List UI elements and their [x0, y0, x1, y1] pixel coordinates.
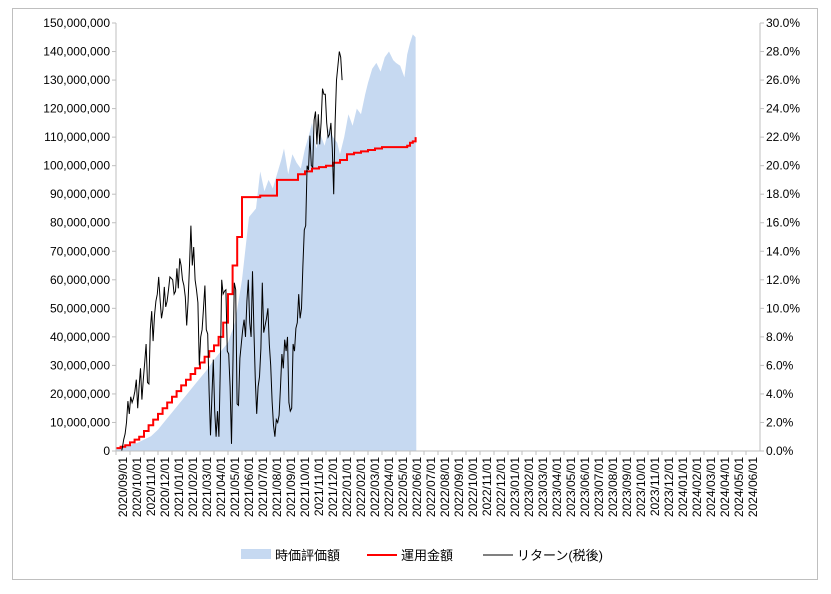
x-tick-label: 2023/06/01 [578, 457, 592, 517]
x-tick-label: 2021/04/01 [214, 457, 228, 517]
y-tick-label: 100,000,000 [43, 159, 110, 173]
x-tick-label: 2024/04/01 [718, 457, 732, 517]
y-tick-label: 140,000,000 [43, 45, 110, 59]
x-tick-label: 2024/05/01 [732, 457, 746, 517]
x-tick-label: 2023/04/01 [550, 457, 564, 517]
y-axis-ticks: 0 10,000,000 20,000,000 30,000,000 40,000,00… [43, 16, 116, 458]
y-tick-label: 10,000,000 [50, 415, 110, 429]
step-series-invested-amount [116, 137, 417, 450]
x-tick-label: 2023/08/01 [606, 457, 620, 517]
y2-tick-label: 30.0% [766, 16, 800, 30]
legend-label: リターン(税後) [517, 548, 603, 563]
y-tick-label: 60,000,000 [50, 273, 110, 287]
y2-tick-label: 16.0% [766, 216, 800, 230]
x-tick-label: 2023/01/01 [508, 457, 522, 517]
y-tick-label: 0 [103, 444, 110, 458]
x-tick-label: 2022/03/01 [368, 457, 382, 517]
x-tick-label: 2023/12/01 [662, 457, 676, 517]
x-tick-label: 2020/09/01 [116, 457, 130, 517]
x-tick-label: 2024/03/01 [704, 457, 718, 517]
area-layer [116, 34, 417, 452]
legend-label: 運用金額 [401, 548, 453, 563]
x-tick-label: 2020/11/01 [144, 457, 158, 516]
x-tick-label: 2023/05/01 [564, 457, 578, 517]
x-tick-label: 2022/01/01 [340, 457, 354, 517]
x-tick-label: 2023/11/01 [648, 457, 662, 516]
x-tick-label: 2021/09/01 [284, 457, 298, 517]
y-tick-label: 40,000,000 [50, 330, 110, 344]
x-tick-label: 2022/07/01 [424, 457, 438, 517]
y-tick-label: 30,000,000 [50, 358, 110, 372]
line-series-return [121, 51, 343, 451]
y2-tick-label: 26.0% [766, 73, 800, 87]
y-tick-label: 80,000,000 [50, 216, 110, 230]
x-tick-label: 2021/01/01 [172, 457, 186, 517]
x-tick-label: 2022/12/01 [494, 457, 508, 517]
x-tick-label: 2022/09/01 [452, 457, 466, 517]
x-tick-label: 2022/08/01 [438, 457, 452, 517]
x-tick-label: 2020/12/01 [158, 457, 172, 517]
chart-svg: 0 10,000,000 20,000,000 30,000,000 40,000,00… [43, 16, 800, 563]
x-tick-label: 2022/02/01 [354, 457, 368, 517]
y2-tick-label: 0.0% [766, 444, 794, 458]
x-tick-label: 2022/11/01 [480, 457, 494, 516]
y2-tick-label: 8.0% [766, 330, 794, 344]
x-tick-label: 2023/03/01 [536, 457, 550, 517]
x-tick-label: 2023/07/01 [592, 457, 606, 517]
y-tick-label: 120,000,000 [43, 102, 110, 116]
x-axis-ticks: 2020/09/01 2020/10/01 2020/11/01 2020/12/01… [115, 451, 760, 517]
y2-tick-label: 20.0% [766, 159, 800, 173]
x-tick-label: 2020/10/01 [130, 457, 144, 517]
x-tick-label: 2022/04/01 [382, 457, 396, 517]
x-tick-label: 2023/10/01 [634, 457, 648, 517]
x-tick-label: 2022/06/01 [410, 457, 424, 517]
x-tick-label: 2024/06/01 [746, 457, 760, 517]
y-tick-label: 50,000,000 [50, 301, 110, 315]
y2-tick-label: 18.0% [766, 187, 800, 201]
y2-tick-label: 2.0% [766, 415, 794, 429]
chart-frame: 0 10,000,000 20,000,000 30,000,000 40,000,00… [12, 8, 818, 580]
legend-swatch-market-value [241, 549, 271, 559]
x-tick-label: 2024/01/01 [676, 457, 690, 517]
x-tick-label: 2021/10/01 [298, 457, 312, 517]
y2-tick-label: 22.0% [766, 130, 800, 144]
area-series-market-value [116, 34, 417, 452]
x-tick-label: 2024/02/01 [690, 457, 704, 517]
x-tick-label: 2021/11/01 [312, 457, 326, 516]
y-tick-label: 150,000,000 [43, 16, 110, 30]
y-tick-label: 130,000,000 [43, 73, 110, 87]
y-tick-label: 110,000,000 [44, 130, 110, 144]
x-tick-label: 2022/05/01 [396, 457, 410, 517]
y2-tick-label: 10.0% [766, 301, 800, 315]
y2-tick-label: 24.0% [766, 102, 800, 116]
x-tick-label: 2021/03/01 [200, 457, 214, 517]
y2-tick-label: 6.0% [766, 358, 794, 372]
x-tick-label: 2021/06/01 [242, 457, 256, 517]
x-tick-label: 2023/02/01 [522, 457, 536, 517]
y-tick-label: 70,000,000 [50, 244, 110, 258]
y2-axis-ticks: 0.0% 2.0% 4.0% 6.0% 8.0% 10.0% 12.0% 14.0% 16.0%… [760, 16, 800, 458]
legend: 時価評価額 運用金額 リターン(税後) [241, 548, 603, 563]
x-tick-label: 2021/07/01 [256, 457, 270, 517]
x-tick-label: 2021/12/01 [326, 457, 340, 517]
x-tick-label: 2021/08/01 [270, 457, 284, 517]
x-tick-label: 2021/05/01 [228, 457, 242, 517]
y-tick-label: 90,000,000 [50, 187, 110, 201]
x-tick-label: 2021/02/01 [186, 457, 200, 517]
x-tick-label: 2022/10/01 [466, 457, 480, 517]
y2-tick-label: 28.0% [766, 45, 800, 59]
legend-label: 時価評価額 [275, 548, 340, 563]
y2-tick-label: 14.0% [766, 244, 800, 258]
y2-tick-label: 12.0% [766, 273, 800, 287]
line-layer [121, 51, 343, 451]
x-tick-label: 2023/09/01 [620, 457, 634, 517]
step-layer [116, 137, 417, 450]
y-tick-label: 20,000,000 [50, 387, 110, 401]
y2-tick-label: 4.0% [766, 387, 794, 401]
